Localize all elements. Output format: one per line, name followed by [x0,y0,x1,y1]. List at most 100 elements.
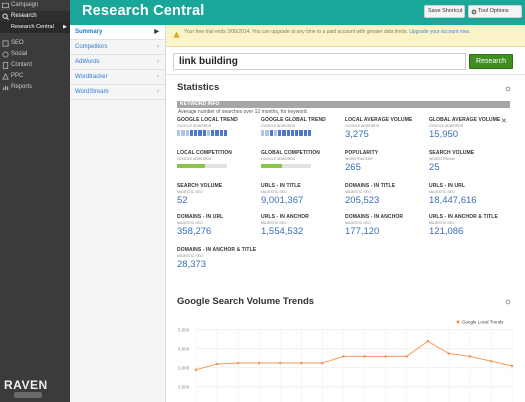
global-average-volume: GLOBAL AVERAGE VOLUME GOOGLE ADWORDS 15,… [429,117,501,140]
raven-logo: RAVEN [4,378,48,392]
gear-icon[interactable] [505,86,511,92]
trend-bar-1 [181,130,185,136]
data-point[interactable] [342,355,345,358]
data-point[interactable] [510,364,514,368]
content-icon [2,62,9,69]
upgrade-link[interactable]: Upgrade your account now. [409,29,471,35]
global-trend-bars [261,130,312,136]
subnav-item-wordstream[interactable]: WordStream › [70,85,165,100]
ppc-icon [2,73,9,80]
data-point[interactable] [215,362,219,366]
y-tick-label: 3,000 [178,365,190,370]
trends-title: Google Search Volume Trends [177,296,315,307]
data-point[interactable] [194,368,198,371]
nav-subitem-research-central[interactable]: Research Central ▶ [0,22,70,33]
google-local-trend: GOOGLE LOCAL TREND GOOGLE ADWORDS [177,117,259,136]
data-point[interactable] [426,339,430,343]
subnav-item-summary[interactable]: Summary ▶ [70,25,165,40]
trend-bar-5 [282,130,286,136]
divider [166,74,525,75]
nav-item-campaign[interactable]: Campaign [0,0,70,11]
warning-icon [173,31,180,38]
series-line [195,340,513,371]
data-point[interactable] [447,352,451,355]
gear-icon [471,9,477,15]
trend-bar-9 [299,130,303,136]
nav-item-reports[interactable]: Reports [0,82,70,93]
page-header: Research Central Save Shortcut Tool Opti… [70,0,525,25]
trend-bar-6 [286,130,290,136]
local-competition-bar [177,164,227,168]
main-nav: Campaign Research Research Central ▶ SEO… [0,0,70,402]
chevron-right-icon: › [157,59,159,65]
nav-item-content[interactable]: Content [0,60,70,71]
trend-bar-3 [189,130,193,136]
trend-bar-2 [269,130,273,136]
research-icon [2,13,9,20]
close-icon[interactable]: ✕ [501,118,507,125]
data-point[interactable] [468,355,472,358]
trend-bar-7 [290,130,294,136]
popularity: POPULARITY WORDTRACKER 265 [345,150,379,173]
reports-icon [2,85,9,91]
notice-text: Your free trial ends 3/06/2014. You can … [184,29,408,35]
trend-bar-8 [295,130,299,136]
seo-icon [2,40,9,47]
data-point[interactable] [489,359,493,363]
subnav-item-competitors[interactable]: Competitors › [70,40,165,55]
trend-bar-0 [177,130,181,136]
gear-icon[interactable] [505,299,511,305]
trend-bar-3 [273,130,277,136]
trend-bar-2 [185,130,189,136]
tool-options-button[interactable]: Tool Options [468,5,522,18]
search-volume-wordstream: SEARCH VOLUME WORDSTREAM 25 [429,150,475,173]
google-global-trend: GOOGLE GLOBAL TREND GOOGLE ADWORDS [261,117,343,136]
trial-notice: Your free trial ends 3/06/2014. You can … [166,25,525,47]
research-subnav: Summary ▶ Competitors › AdWords › Wordtr… [70,25,166,402]
trend-bar-1 [265,130,269,136]
global-competition-bar [261,164,311,168]
trend-bar-4 [194,130,198,136]
search-volume-chart: 5,000 4,000 3,000 2,000 Google Local Trends [166,320,525,402]
data-point[interactable] [278,361,282,365]
social-icon [2,51,9,58]
data-point[interactable] [257,361,261,365]
data-point[interactable] [405,355,408,358]
nav-item-research[interactable]: Research [0,11,70,22]
data-point[interactable] [384,355,387,358]
data-point[interactable] [300,361,303,365]
metric-search-volume: SEARCH VOLUME MAJESTIC SEO 52 [177,183,223,206]
trend-bar-11 [307,130,311,136]
metric-urls-in-anchor: URLS - IN ANCHOR MAJESTIC SEO 1,554,532 [261,214,309,237]
research-button[interactable]: Research [469,54,513,69]
trend-bar-0 [261,130,265,136]
nav-item-social[interactable]: Social [0,49,70,60]
trend-bar-10 [303,130,307,136]
trend-bar-8 [211,130,215,136]
save-shortcut-button[interactable]: Save Shortcut [424,5,465,18]
subnav-item-adwords[interactable]: AdWords › [70,55,165,70]
subnav-item-wordtracker[interactable]: Wordtracker › [70,70,165,85]
nav-item-seo[interactable]: SEO [0,38,70,49]
chevron-right-icon: › [157,74,159,80]
trend-bar-5 [198,130,202,136]
data-point[interactable] [363,355,366,358]
logo-badge [14,392,42,398]
metric-domains-in-anchor-title: DOMAINS - IN ANCHOR & TITLE MAJESTIC SEO… [177,247,257,270]
trend-bar-4 [278,130,282,136]
legend-label: Google Local Trends [462,320,504,325]
data-point[interactable] [321,361,324,365]
metric-urls-in-title: URLS - IN TITLE MAJESTIC SEO 9,001,367 [261,183,304,206]
chevron-right-icon: ▶ [154,29,159,35]
trend-bar-7 [206,130,210,136]
keyword-info-bar: KEYWORD INFO [177,101,510,108]
metric-domains-in-url: DOMAINS - IN URL MAJESTIC SEO 358,276 [177,214,224,237]
keyword-search-input[interactable]: link building [173,53,466,70]
trend-bar-6 [202,130,206,136]
y-tick-label: 4,000 [178,346,190,351]
y-tick-label: 5,000 [178,327,190,332]
nav-item-ppc[interactable]: PPC [0,71,70,82]
data-point[interactable] [236,361,240,365]
global-competition: GLOBAL COMPETITION GOOGLE ADWORDS [261,150,343,168]
trend-bar-9 [215,130,219,136]
